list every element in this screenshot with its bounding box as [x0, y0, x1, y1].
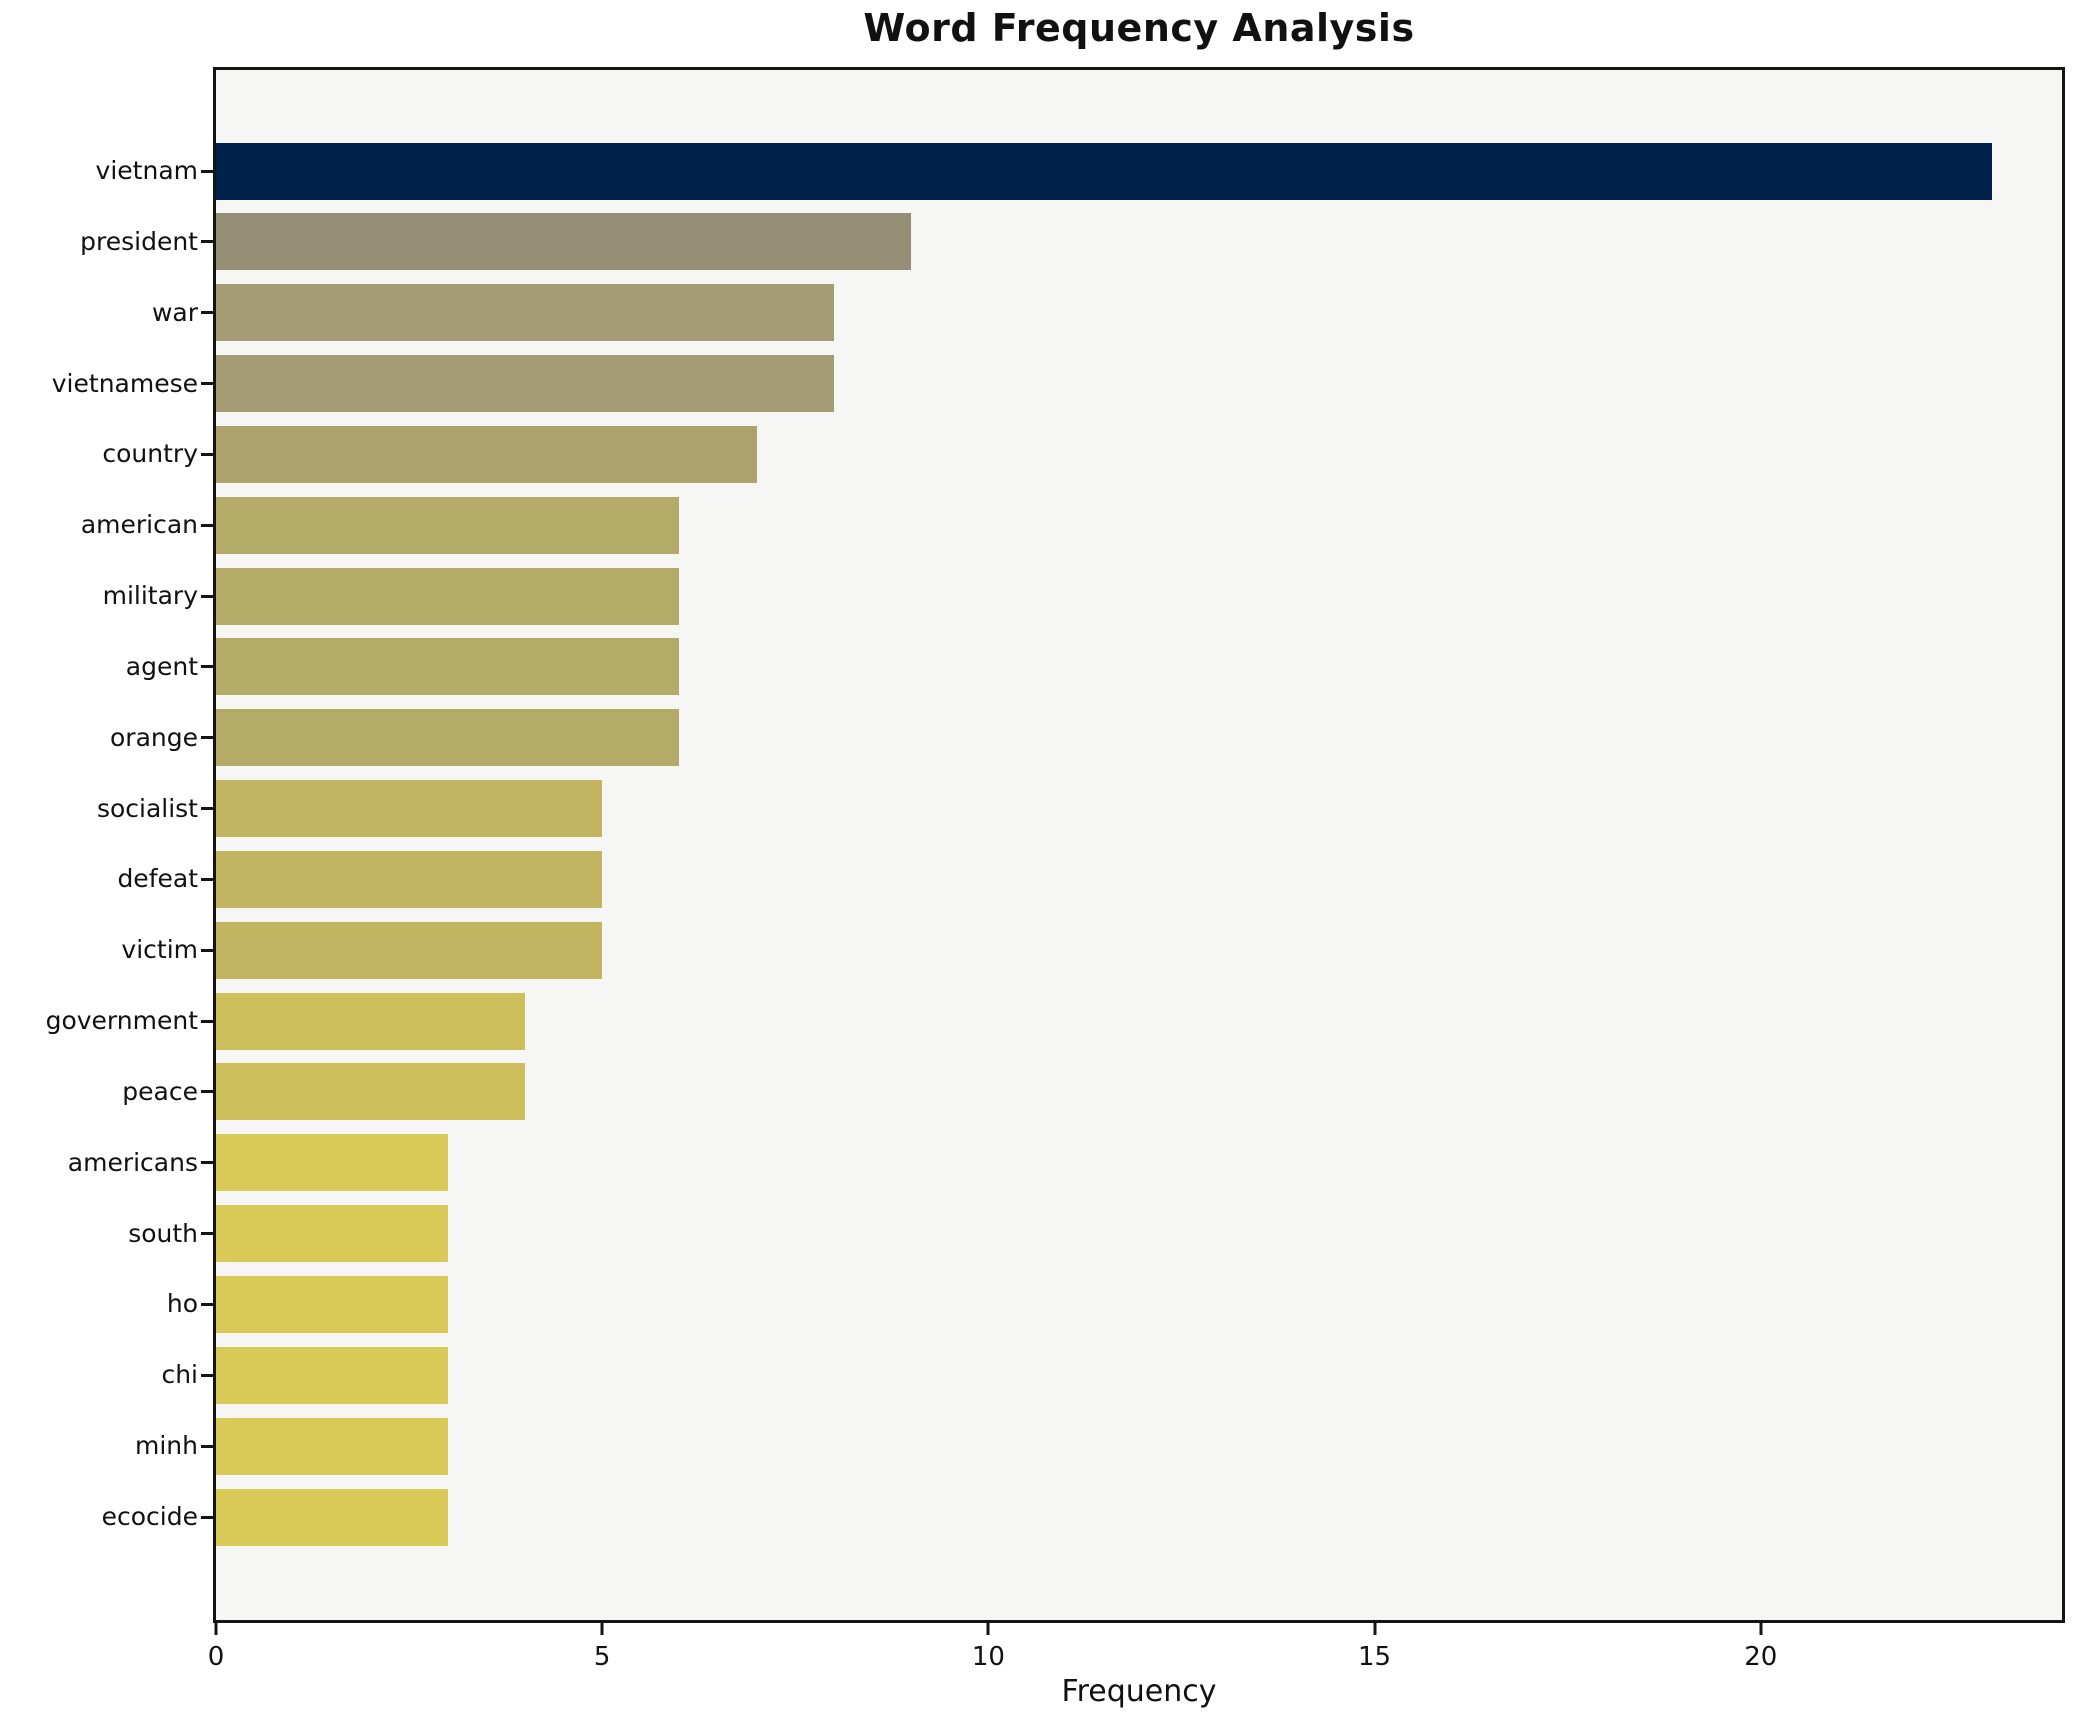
y-tick-mark	[201, 452, 213, 456]
x-tick-label-20: 20	[1744, 1642, 1778, 1672]
bar-south	[216, 1205, 448, 1263]
bar-vietnamese	[216, 355, 834, 413]
x-tick-mark	[1373, 1623, 1377, 1635]
y-tick-mark	[201, 736, 213, 740]
y-tick-mark	[201, 807, 213, 811]
y-tick-mark	[201, 948, 213, 952]
bar-president	[216, 213, 912, 271]
y-tick-label-vietnamese: vietnamese	[51, 368, 198, 398]
bar-orange	[216, 709, 680, 767]
bar-agent	[216, 638, 680, 696]
bar-military	[216, 567, 680, 625]
y-tick-mark	[201, 594, 213, 598]
y-tick-mark	[201, 1515, 213, 1519]
y-tick-mark	[201, 1090, 213, 1094]
y-axis-tick-marks	[201, 70, 213, 1620]
bar-americans	[216, 1134, 448, 1192]
bar-country	[216, 425, 757, 483]
y-tick-mark	[201, 1373, 213, 1377]
y-tick-label-military: military	[102, 581, 198, 611]
y-tick-label-agent: agent	[125, 651, 198, 681]
bar-ho	[216, 1275, 448, 1333]
bar-government	[216, 992, 525, 1050]
x-axis-label: Frequency	[1061, 1674, 1217, 1709]
chart-title: Word Frequency Analysis	[863, 6, 1415, 50]
x-tick-label-5: 5	[593, 1642, 611, 1672]
y-tick-mark	[201, 382, 213, 386]
y-tick-label-ecocide: ecocide	[101, 1502, 198, 1531]
bar-defeat	[216, 850, 603, 908]
bar-minh	[216, 1417, 448, 1475]
y-tick-mark	[201, 1019, 213, 1023]
bar-vietnam	[216, 142, 1993, 200]
y-tick-mark	[201, 665, 213, 669]
x-tick-mark	[214, 1623, 218, 1635]
y-tick-label-ho: ho	[166, 1289, 198, 1319]
y-tick-label-president: president	[80, 226, 198, 256]
y-tick-label-americans: americans	[67, 1147, 198, 1177]
bar-peace	[216, 1063, 525, 1121]
y-tick-mark	[201, 1161, 213, 1165]
y-tick-label-victim: victim	[121, 935, 198, 965]
y-tick-mark	[201, 1444, 213, 1448]
y-tick-mark	[201, 877, 213, 881]
x-tick-label-0: 0	[207, 1642, 225, 1672]
y-tick-label-minh: minh	[135, 1431, 198, 1461]
bar-chi	[216, 1346, 448, 1404]
y-tick-label-government: government	[45, 1006, 198, 1036]
y-tick-mark	[201, 169, 213, 173]
y-tick-mark	[201, 240, 213, 244]
y-tick-label-war: war	[151, 297, 198, 327]
plot-area	[213, 67, 2065, 1623]
y-tick-label-orange: orange	[110, 722, 198, 752]
y-tick-mark	[201, 1302, 213, 1306]
y-tick-label-defeat: defeat	[117, 864, 198, 894]
x-tick-mark	[986, 1623, 990, 1635]
y-tick-label-socialist: socialist	[96, 793, 198, 823]
y-tick-label-chi: chi	[161, 1360, 198, 1390]
bar-socialist	[216, 780, 603, 838]
y-tick-mark	[201, 1232, 213, 1236]
y-tick-label-peace: peace	[122, 1076, 198, 1106]
x-tick-mark	[600, 1623, 604, 1635]
y-axis-labels: vietnam president war vietnamese country amer…	[0, 70, 198, 1620]
bar-american	[216, 496, 680, 554]
y-tick-label-american: american	[80, 510, 198, 540]
x-tick-mark	[1759, 1623, 1763, 1635]
y-tick-label-vietnam: vietnam	[95, 156, 198, 185]
y-tick-mark	[201, 311, 213, 315]
bar-victim	[216, 921, 603, 979]
bar-war	[216, 284, 834, 342]
y-tick-label-country: country	[102, 439, 198, 469]
y-tick-mark	[201, 523, 213, 527]
x-tick-label-15: 15	[1358, 1642, 1392, 1672]
bar-ecocide	[216, 1488, 448, 1546]
x-tick-label-10: 10	[971, 1642, 1005, 1672]
y-tick-label-south: south	[128, 1218, 198, 1248]
